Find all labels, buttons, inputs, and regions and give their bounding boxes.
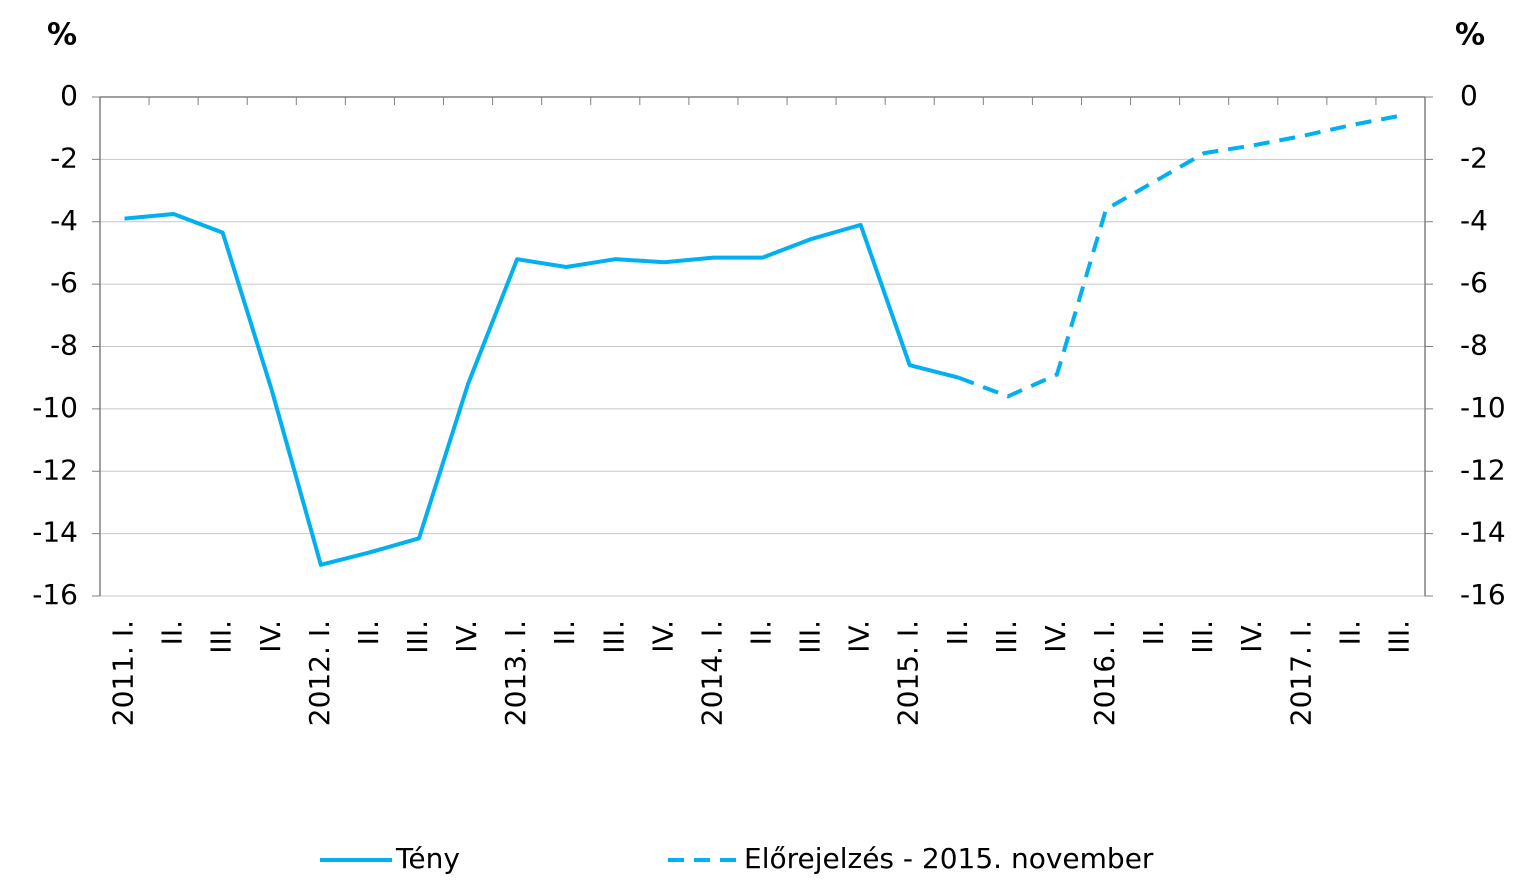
y2-tick-label: -2 [1460, 141, 1488, 174]
x-tick-label: III. [990, 620, 1023, 654]
x-tick-label: IV. [1039, 620, 1072, 653]
y2-tick-label: -16 [1460, 578, 1506, 611]
y-tick-label: -6 [50, 266, 78, 299]
legend-item: Előrejelzés - 2015. november [668, 842, 1154, 875]
y-tick-label: -10 [32, 391, 78, 424]
x-tick-label: III. [597, 620, 630, 654]
line-series [958, 113, 1401, 399]
x-tick-label: IV. [1235, 620, 1268, 653]
x-tick-label: II. [352, 620, 385, 645]
x-tick-label: 2015. I. [892, 620, 925, 726]
x-tick-label: 2016. I. [1088, 620, 1121, 726]
y-tick-label: -2 [50, 141, 78, 174]
y2-tick-label: -6 [1460, 266, 1488, 299]
x-tick-label: IV. [450, 620, 483, 653]
y2-tick-label: -4 [1460, 204, 1488, 237]
y2-tick-label: -10 [1460, 391, 1506, 424]
line-series [124, 211, 960, 567]
x-tick-label: III. [794, 620, 827, 654]
x-tick-label: III. [1186, 620, 1219, 654]
y2-tick-label: 0 [1460, 79, 1478, 112]
y-tick-label: -8 [50, 329, 78, 362]
y2-tick-label: -8 [1460, 329, 1488, 362]
x-tick-label: 2017. I. [1284, 620, 1317, 726]
legend-label: Előrejelzés - 2015. november [744, 842, 1154, 875]
x-tick-label: III. [401, 620, 434, 654]
x-tick-label: 2012. I. [303, 620, 336, 726]
y2-axis-title: % [1455, 18, 1485, 53]
y-tick-label: -14 [32, 516, 78, 549]
y2-tick-label: -12 [1460, 453, 1506, 486]
x-tick-label: 2014. I. [695, 620, 728, 726]
x-tick-label: II. [745, 620, 778, 645]
x-tick-label: II. [1137, 620, 1170, 645]
x-tick-label: IV. [254, 620, 287, 653]
x-tick-label: III. [1382, 620, 1415, 654]
y-tick-label: -4 [50, 204, 78, 237]
y-tick-label: 0 [60, 79, 78, 112]
x-tick-label: II. [548, 620, 581, 645]
legend-label: Tény [395, 842, 460, 875]
x-tick-label: IV. [843, 620, 876, 653]
legend-item: Tény [320, 842, 460, 875]
x-tick-label: II. [941, 620, 974, 645]
x-tick-label: III. [205, 620, 238, 654]
y-tick-label: -16 [32, 578, 78, 611]
x-tick-label: 2013. I. [499, 620, 532, 726]
x-tick-label: IV. [646, 620, 679, 653]
x-tick-label: II. [156, 620, 189, 645]
y2-tick-label: -14 [1460, 516, 1506, 549]
x-tick-label: II. [1333, 620, 1366, 645]
x-tick-label: 2011. I. [107, 620, 140, 726]
y-axis-title: % [47, 18, 77, 53]
y-tick-label: -12 [32, 453, 78, 486]
